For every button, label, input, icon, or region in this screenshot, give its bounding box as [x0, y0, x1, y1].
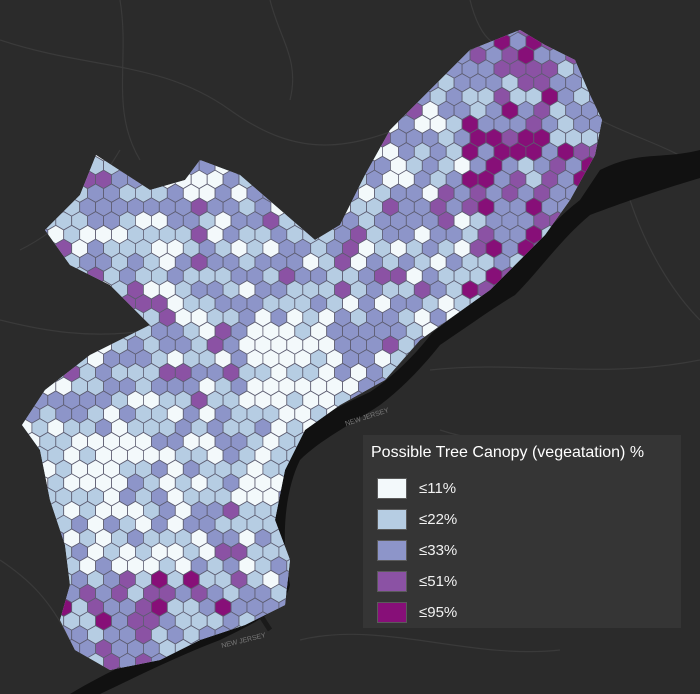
legend-label: ≤95%: [419, 604, 458, 621]
legend-label: ≤22%: [419, 511, 458, 528]
legend-label: ≤33%: [419, 542, 458, 559]
legend-swatch: [377, 571, 407, 592]
legend-title: Possible Tree Canopy (vegeatation) %: [371, 444, 645, 461]
legend-swatch: [377, 602, 407, 623]
legend-item: ≤33%: [371, 535, 681, 566]
legend-swatch: [377, 540, 407, 561]
legend-item: ≤11%: [371, 473, 681, 504]
legend-item: ≤95%: [371, 597, 681, 628]
legend-swatch: [377, 509, 407, 530]
legend-swatch: [377, 478, 407, 499]
map-legend: Possible Tree Canopy (vegeatation) % ≤11…: [363, 435, 681, 628]
legend-item: ≤51%: [371, 566, 681, 597]
legend-label: ≤11%: [419, 480, 457, 497]
legend-label: ≤51%: [419, 573, 458, 590]
legend-item: ≤22%: [371, 504, 681, 535]
